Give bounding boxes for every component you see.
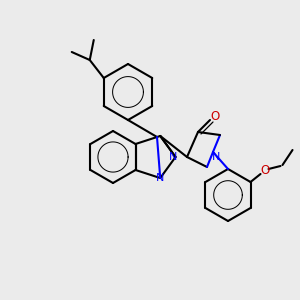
Text: N: N [156,173,164,183]
Text: O: O [210,110,220,122]
Text: N: N [212,152,220,162]
Text: O: O [260,164,269,176]
Text: N: N [169,152,178,162]
